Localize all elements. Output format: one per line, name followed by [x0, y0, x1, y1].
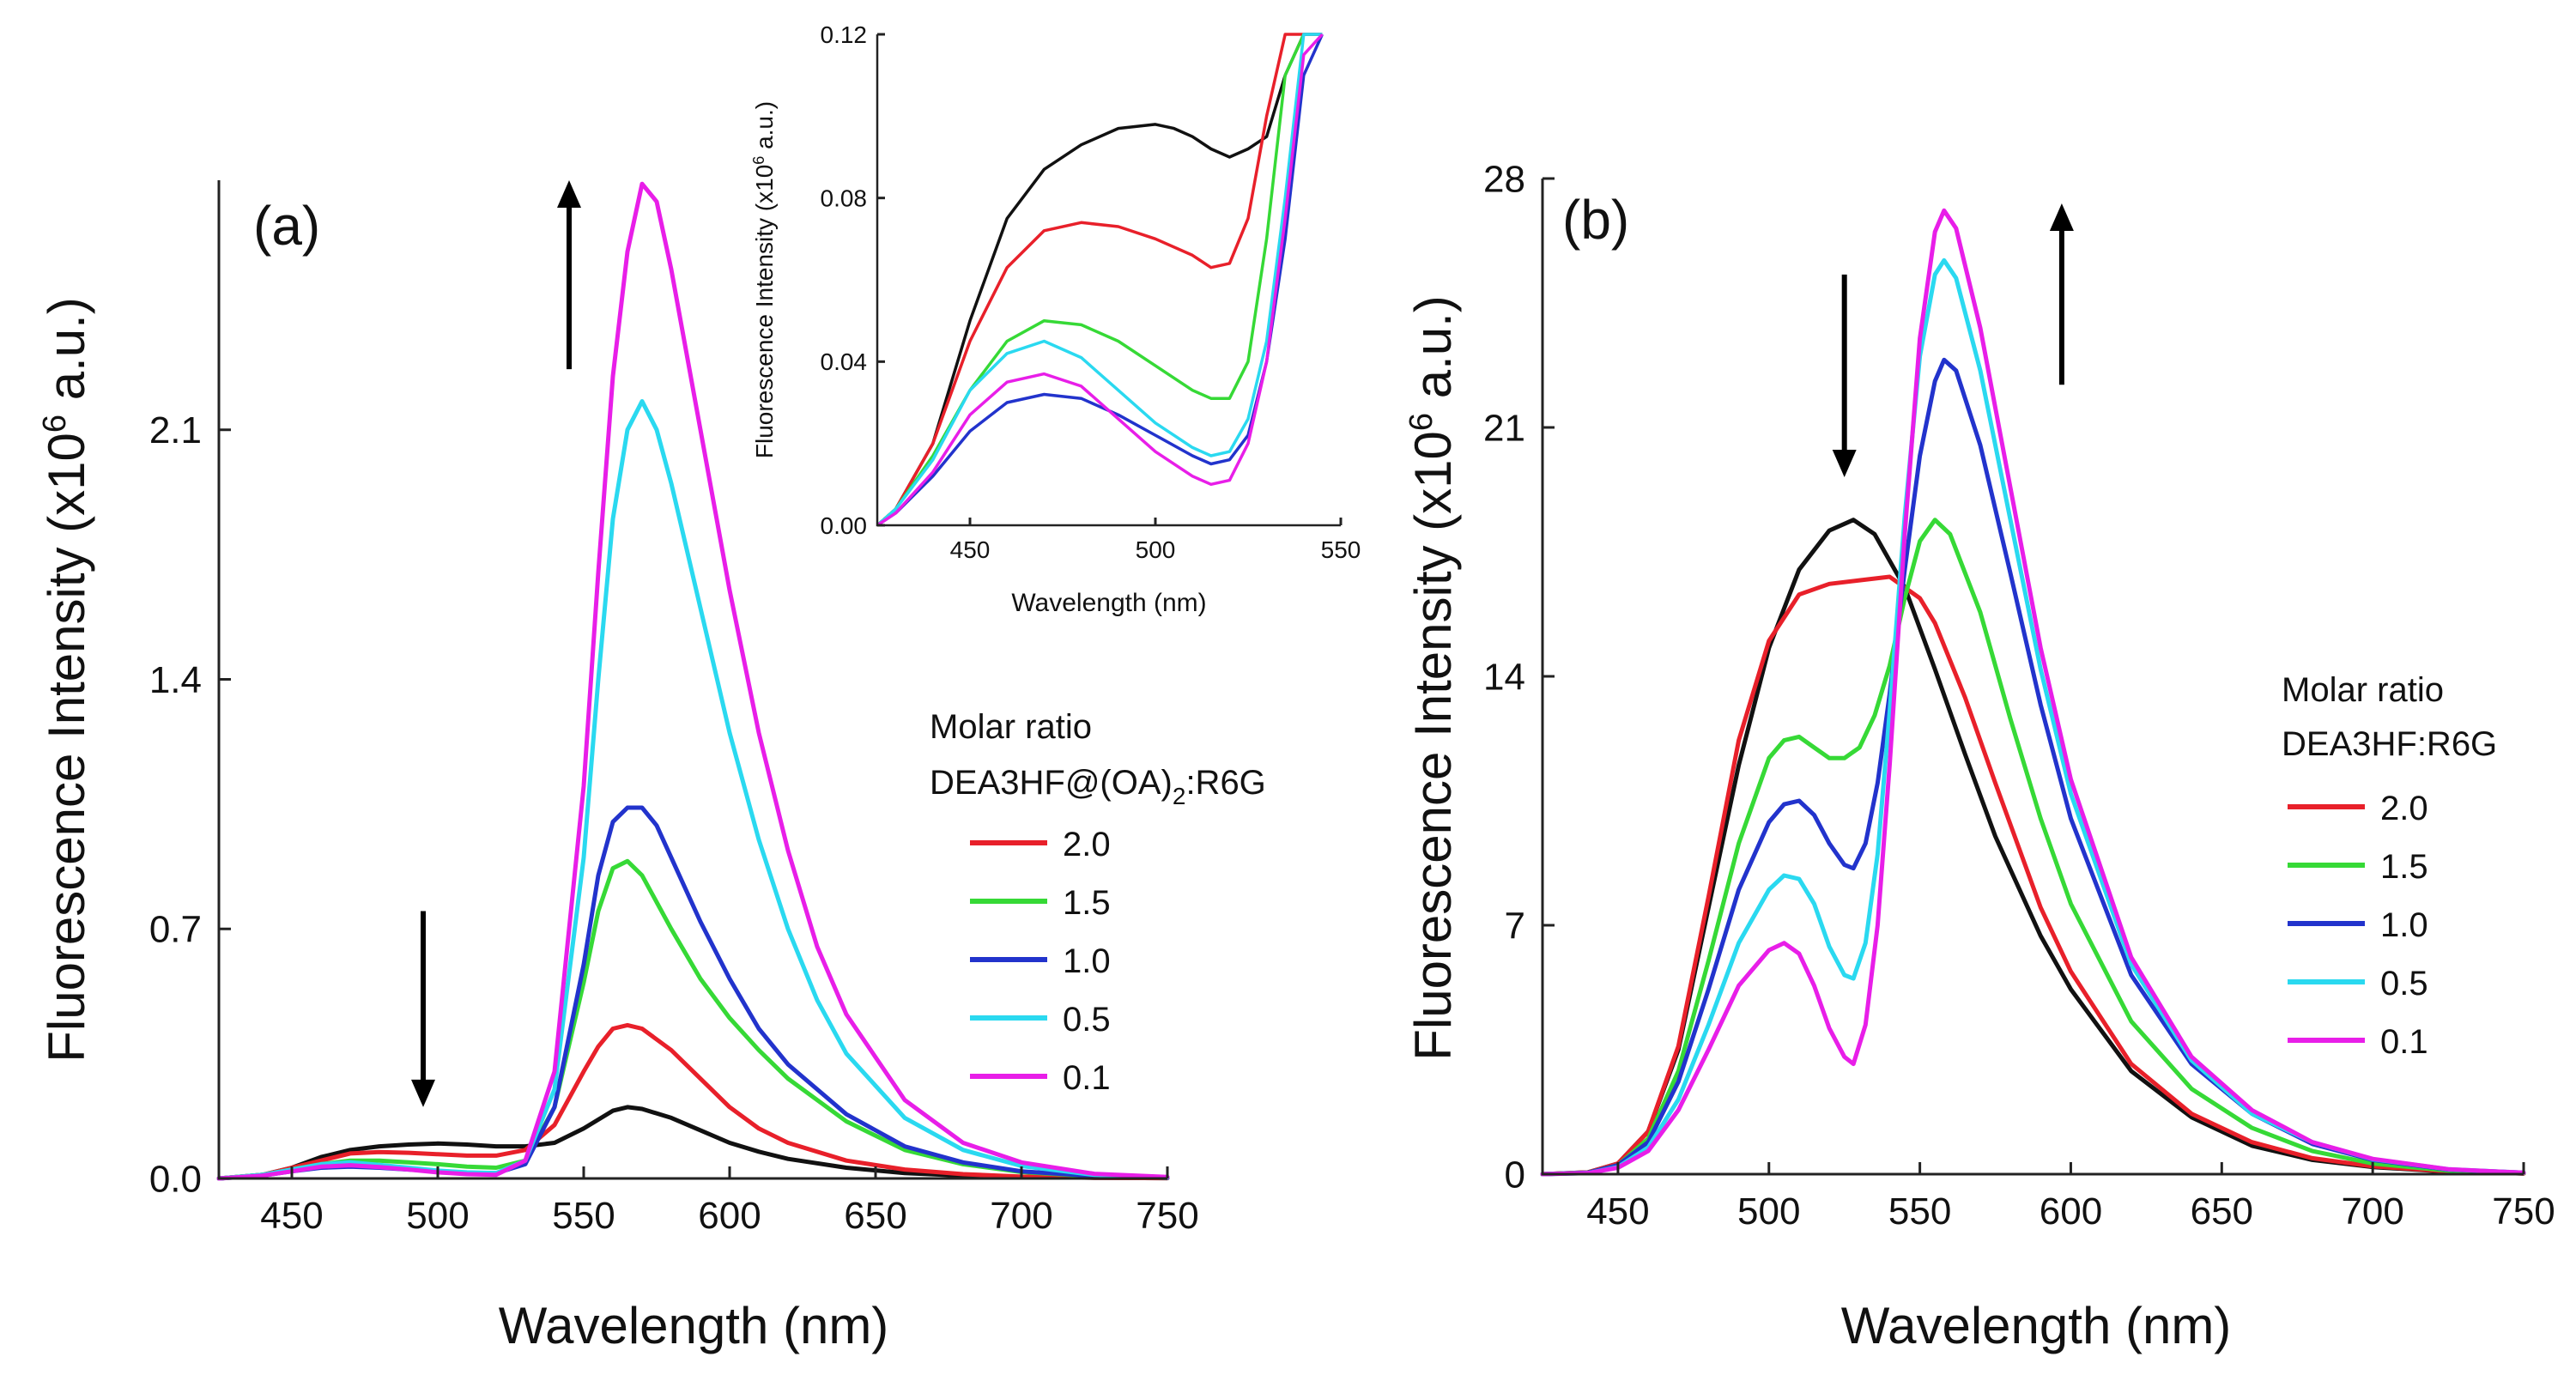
panel-a-x-tick-label: 450: [260, 1195, 323, 1237]
inset-y-label-prefix: Fluorescence Intensity (x10: [751, 165, 778, 458]
inset-y-tick-label: 0.04: [821, 348, 868, 375]
inset-ticks: 450 500 550 0.00 0.04 0.08 0.12: [821, 21, 1361, 563]
panel-b-y-tick-label: 7: [1505, 905, 1525, 947]
inset-x-tick-label: 500: [1136, 536, 1176, 563]
panel-a-x-tick-label: 550: [552, 1195, 615, 1237]
panel-b-x-axis-label: Wavelength (nm): [1841, 1297, 2232, 1354]
inset-y-label-sup: 6: [750, 156, 767, 165]
panel-a-arrows: [411, 180, 581, 1107]
panel-a-label: (a): [253, 195, 320, 257]
panel-a-legend-subtitle: DEA3HF@(OA)2:R6G: [930, 764, 1266, 809]
panel-a-y-tick-label: 0.7: [149, 909, 202, 951]
inset-series-0.5: [876, 33, 1323, 527]
panel-b-y-tick-label: 28: [1483, 158, 1525, 200]
inset-series-reference: [876, 33, 1323, 527]
panel-a-legend-subtitle-main: DEA3HF@(OA): [930, 764, 1173, 802]
panel-a-legend-label-0.1: 0.1: [1063, 1059, 1111, 1097]
panel-a-series-2.0: [216, 1022, 1170, 1181]
panel-a-series-0.1: [216, 181, 1170, 1181]
panel-a-legend-label-1.0: 1.0: [1063, 942, 1111, 980]
panel-b-x-tick-label: 650: [2191, 1190, 2253, 1233]
panel-b-legend-subtitle: DEA3HF:R6G: [2282, 725, 2497, 763]
inset-x-tick-label: 450: [950, 536, 991, 563]
panel-a-inset: 450 500 550 0.00 0.04 0.08 0.12 Wavelength (nm…: [750, 21, 1361, 617]
panel-a-arrow-up-head: [557, 180, 581, 208]
inset-y-axis-label: Fluorescence Intensity (x106 a.u.): [750, 101, 778, 458]
panel-a-ticks: 450 500 550 600 650 700 750 0.0 0.7 1.4 2.1: [149, 409, 1199, 1237]
panel-a-legend: Molar ratio DEA3HF@(OA)2:R6G 2.0 1.5 1.0 0.…: [930, 708, 1266, 1097]
panel-a-y-label-prefix: Fluorescence Intensity (x10: [38, 433, 95, 1063]
inset-y-tick-label: 0.12: [821, 21, 868, 48]
inset-y-tick-label: 0.08: [821, 185, 868, 211]
panel-b-y-axis-label: Fluorescence Intensity (x106 a.u.): [1403, 295, 1462, 1061]
panel-a-legend-label-0.5: 0.5: [1063, 1001, 1111, 1039]
panel-b-y-tick-label: 0: [1505, 1154, 1525, 1196]
panel-a-series-1.5: [216, 858, 1170, 1181]
panel-b-series-0.1: [1540, 208, 2526, 1177]
panel-b-x-tick-label: 750: [2492, 1190, 2555, 1233]
inset-curves: [876, 33, 1324, 527]
panel-b-arrow-down-head: [1832, 450, 1857, 477]
panel-a-x-axis-label: Wavelength (nm): [499, 1297, 889, 1354]
panel-b-legend-label-1.5: 1.5: [2380, 848, 2428, 886]
panel-a: 450 500 550 600 650 700 750 0.0 0.7 1.4 2.1 (a) Wa…: [37, 180, 1266, 1354]
panel-b-arrows: [1832, 203, 2074, 477]
inset-series-2.0: [876, 33, 1304, 527]
panel-b-y-tick-label: 21: [1483, 407, 1525, 449]
panel-b-x-tick-label: 700: [2341, 1190, 2403, 1233]
panel-b-x-tick-label: 550: [1888, 1190, 1951, 1233]
panel-b-legend-title: Molar ratio: [2282, 671, 2444, 709]
panel-b-y-label-sup: 6: [1403, 413, 1440, 431]
panel-b-series-2.0: [1540, 574, 2526, 1177]
panel-b-legend-label-2.0: 2.0: [2380, 790, 2428, 827]
panel-b-series-1.5: [1540, 518, 2526, 1177]
panel-b-legend-label-0.1: 0.1: [2380, 1023, 2428, 1061]
inset-series-0.1: [876, 33, 1324, 527]
panel-b-x-tick-label: 450: [1586, 1190, 1649, 1233]
panel-a-x-tick-label: 750: [1136, 1195, 1198, 1237]
panel-b-legend: Molar ratio DEA3HF:R6G 2.0 1.5 1.0 0.5 0.1: [2282, 671, 2497, 1061]
panel-b-y-tick-label: 14: [1483, 656, 1525, 698]
inset-y-label-suffix: a.u.): [751, 101, 778, 156]
panel-a-series-0.5: [216, 399, 1170, 1181]
panel-a-y-tick-label: 0.0: [149, 1158, 202, 1200]
panel-b: 450 500 550 600 650 700 750 0 7 14 21 28 (b) Wavele…: [1403, 158, 2555, 1354]
panel-a-x-tick-label: 700: [990, 1195, 1052, 1237]
panel-b-arrow-up-head: [2049, 203, 2074, 231]
panel-b-series-0.5: [1540, 257, 2526, 1177]
panel-b-legend-entries: 2.0 1.5 1.0 0.5 0.1: [2288, 790, 2428, 1061]
panel-a-y-axis-label: Fluorescence Intensity (x106 a.u.): [37, 297, 95, 1063]
inset-y-tick-label: 0.00: [821, 512, 868, 539]
panel-a-legend-title: Molar ratio: [930, 708, 1092, 746]
panel-b-y-label-prefix: Fluorescence Intensity (x10: [1404, 431, 1462, 1061]
panel-b-x-tick-label: 500: [1737, 1190, 1800, 1233]
panel-a-legend-label-2.0: 2.0: [1063, 826, 1111, 863]
panel-b-y-label-suffix: a.u.): [1404, 295, 1462, 413]
panel-b-ticks: 450 500 550 600 650 700 750 0 7 14 21 28: [1483, 158, 2555, 1233]
panel-b-curves: [1540, 208, 2526, 1177]
inset-x-tick-label: 550: [1321, 536, 1361, 563]
panel-b-label: (b): [1562, 189, 1629, 251]
panel-a-arrow-down-head: [411, 1079, 435, 1107]
panel-b-legend-label-1.0: 1.0: [2380, 906, 2428, 944]
panel-a-series-reference: [216, 1105, 1170, 1181]
panel-b-legend-label-0.5: 0.5: [2380, 965, 2428, 1002]
panel-a-y-tick-label: 2.1: [149, 409, 202, 451]
panel-a-x-tick-label: 600: [698, 1195, 761, 1237]
panel-a-legend-subtitle-sub: 2: [1173, 783, 1186, 809]
panel-a-legend-subtitle-end: :R6G: [1185, 764, 1265, 802]
panel-a-x-tick-label: 500: [406, 1195, 469, 1237]
panel-a-y-tick-label: 1.4: [149, 659, 202, 701]
panel-b-x-tick-label: 600: [2040, 1190, 2102, 1233]
panel-a-x-tick-label: 650: [844, 1195, 906, 1237]
inset-x-axis-label: Wavelength (nm): [1011, 589, 1206, 617]
panel-a-y-label-suffix: a.u.): [38, 297, 95, 415]
panel-a-y-label-sup: 6: [37, 415, 73, 433]
panel-a-legend-entries: 2.0 1.5 1.0 0.5 0.1: [970, 826, 1111, 1097]
panel-a-curves: [216, 181, 1170, 1181]
panel-a-legend-label-1.5: 1.5: [1063, 884, 1111, 922]
